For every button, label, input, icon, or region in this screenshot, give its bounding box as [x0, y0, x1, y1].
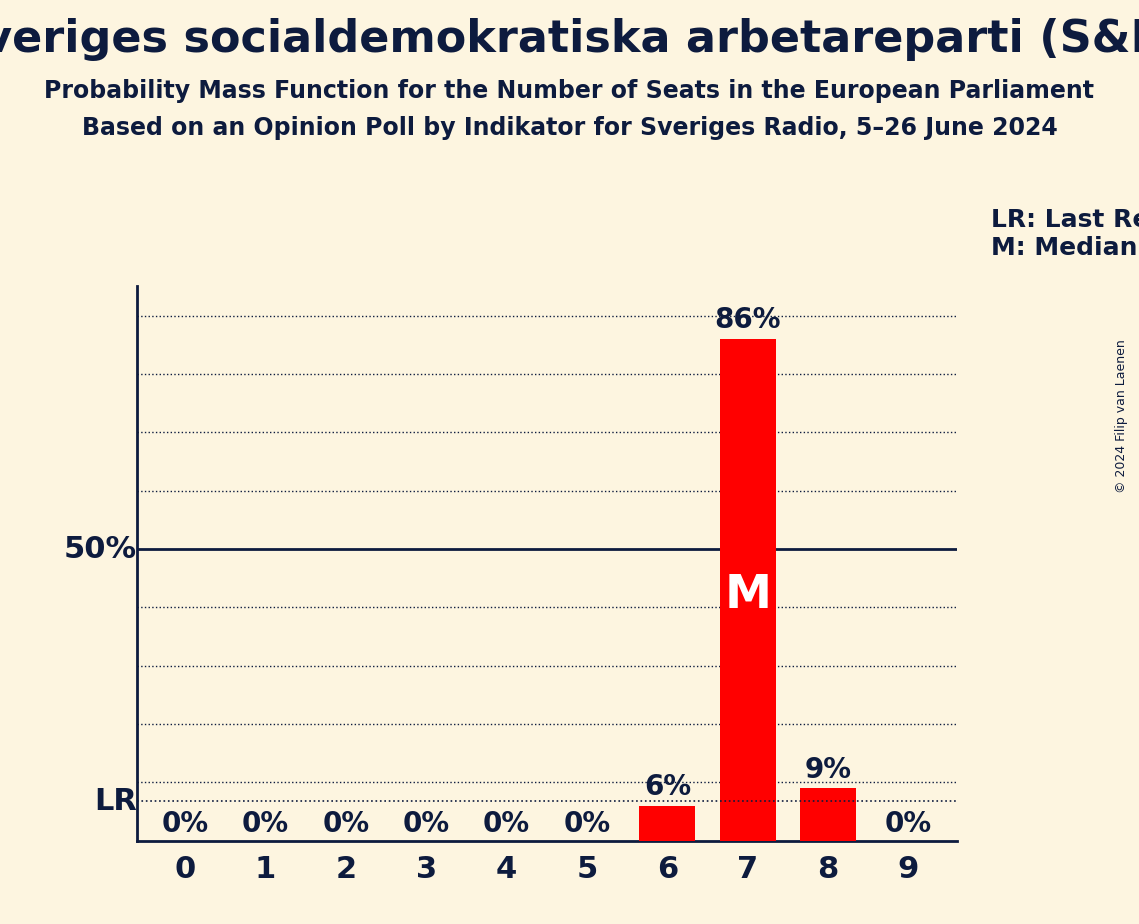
Bar — [720, 339, 776, 841]
Text: LR: LR — [93, 786, 137, 816]
Text: Based on an Opinion Poll by Indikator for Sveriges Radio, 5–26 June 2024: Based on an Opinion Poll by Indikator fo… — [82, 116, 1057, 140]
Text: 0%: 0% — [885, 810, 932, 838]
Bar — [639, 806, 696, 841]
Text: 0%: 0% — [162, 810, 208, 838]
Bar — [800, 788, 857, 841]
Text: M: M — [724, 573, 771, 618]
Text: LR: Last Result: LR: Last Result — [991, 208, 1139, 232]
Text: 0%: 0% — [322, 810, 369, 838]
Text: 0%: 0% — [241, 810, 289, 838]
Text: 9%: 9% — [804, 756, 852, 784]
Text: 0%: 0% — [483, 810, 530, 838]
Text: 50%: 50% — [64, 535, 137, 564]
Text: 6%: 6% — [644, 773, 691, 801]
Text: M: Median: M: Median — [991, 236, 1138, 260]
Text: © 2024 Filip van Laenen: © 2024 Filip van Laenen — [1115, 339, 1129, 492]
Text: Probability Mass Function for the Number of Seats in the European Parliament: Probability Mass Function for the Number… — [44, 79, 1095, 103]
Text: 0%: 0% — [564, 810, 611, 838]
Text: 0%: 0% — [402, 810, 450, 838]
Text: 86%: 86% — [714, 306, 781, 334]
Text: Sveriges socialdemokratiska arbetareparti (S&D): Sveriges socialdemokratiska arbetarepart… — [0, 18, 1139, 62]
